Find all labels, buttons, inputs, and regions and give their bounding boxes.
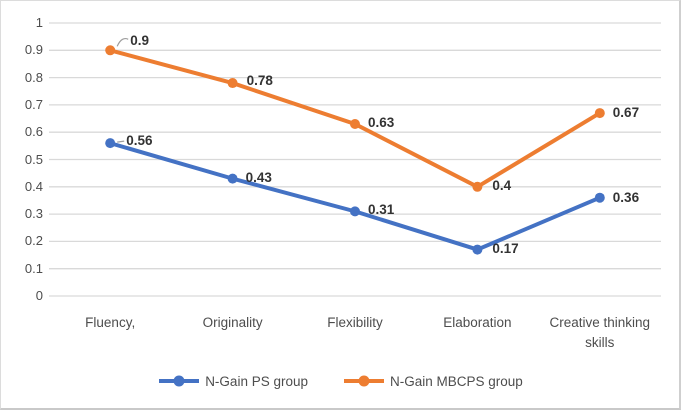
data-point-label: 0.4 xyxy=(492,177,512,193)
data-point-marker xyxy=(472,244,483,255)
data-point-marker xyxy=(594,108,605,119)
y-tick-label: 0.1 xyxy=(24,260,43,276)
legend-item-ps-group: N-Gain PS group xyxy=(157,374,308,389)
y-tick-label: 1 xyxy=(35,15,43,30)
legend-label-mbcps-group: N-Gain MBCPS group xyxy=(390,373,523,389)
data-point-label: 0.43 xyxy=(245,169,272,185)
plot-area xyxy=(49,22,661,297)
data-point-label: 0.56 xyxy=(126,133,153,149)
label-leader-line xyxy=(116,37,129,47)
y-tick-label: 0.6 xyxy=(24,124,43,140)
y-tick-label: 0.3 xyxy=(24,206,43,222)
data-point-marker xyxy=(227,78,238,89)
data-point-label: 0.17 xyxy=(492,240,519,256)
data-point-label: 0.36 xyxy=(612,189,640,205)
category-label: Originality xyxy=(202,315,263,330)
data-point-marker xyxy=(105,138,116,149)
data-point-marker xyxy=(472,181,483,192)
chart-legend: N-Gain PS group N-Gain MBCPS group xyxy=(1,367,679,395)
category-label: Flexibility xyxy=(327,315,383,330)
data-point-marker xyxy=(350,206,360,217)
data-point-marker xyxy=(594,192,605,203)
data-point-marker xyxy=(105,45,116,56)
data-point-label: 0.78 xyxy=(246,73,273,89)
y-tick-label: 0.9 xyxy=(24,42,43,58)
category-label: Elaboration xyxy=(443,315,512,330)
legend-line-marker-icon xyxy=(159,375,200,387)
data-point-label: 0.67 xyxy=(612,105,640,121)
data-point-marker xyxy=(227,173,238,184)
category-label: Fluency, xyxy=(85,315,136,330)
label-leader-line xyxy=(117,140,125,143)
y-tick-label: 0.8 xyxy=(24,69,43,85)
y-tick-label: 0.2 xyxy=(24,233,43,249)
y-tick-label: 0.5 xyxy=(24,151,43,167)
legend-label-ps-group: N-Gain PS group xyxy=(205,373,308,389)
data-point-label: 0.9 xyxy=(130,33,149,49)
y-tick-label: 0.4 xyxy=(24,178,43,194)
y-tick-label: 0 xyxy=(35,288,43,303)
y-tick-label: 0.7 xyxy=(24,96,43,112)
data-point-label: 0.63 xyxy=(368,115,395,130)
legend-item-mbcps-group: N-Gain MBCPS group xyxy=(342,374,523,389)
data-point-marker xyxy=(350,119,360,130)
legend-line-marker-icon xyxy=(344,375,384,387)
data-point-label: 0.31 xyxy=(368,202,395,218)
category-label: Creative thinking skills xyxy=(549,315,651,350)
